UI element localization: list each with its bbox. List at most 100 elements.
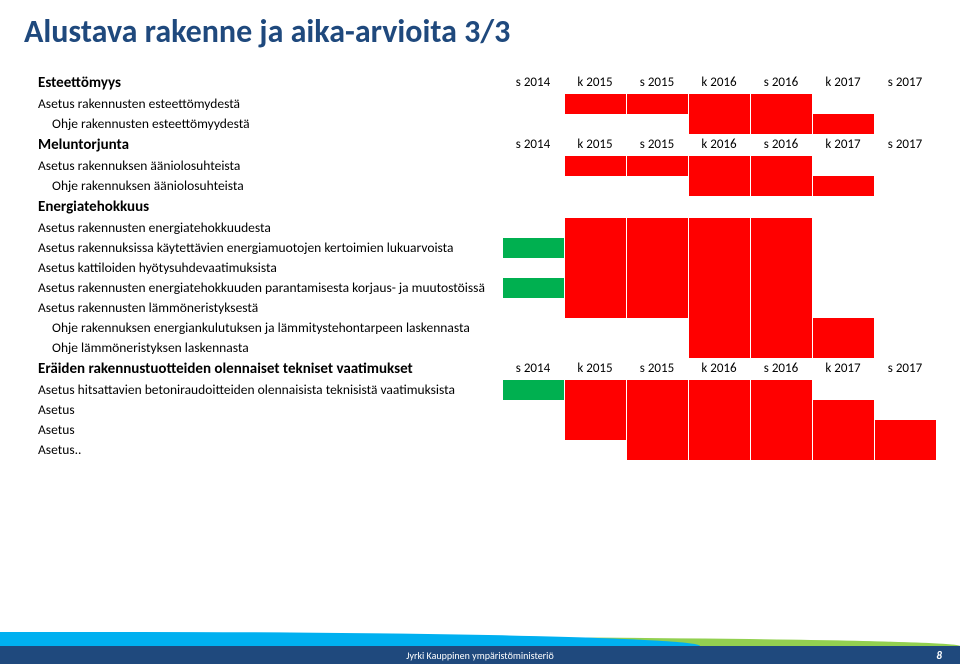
period-label: k 2015 <box>564 72 626 94</box>
gantt-cell <box>750 218 812 238</box>
gantt-cell <box>502 94 564 114</box>
gantt-cell <box>564 400 626 420</box>
period-label: k 2016 <box>688 134 750 156</box>
row-label: Asetus rakennusten esteettömydestä <box>24 94 502 114</box>
section-header: Energiatehokkuus <box>24 196 502 218</box>
gantt-cell <box>874 156 936 176</box>
section-header: Meluntorjunta <box>24 134 502 156</box>
table-row: Asetus rakennusten esteettömydestä <box>24 94 936 114</box>
gantt-cell <box>502 114 564 134</box>
gantt-cell <box>688 318 750 338</box>
gantt-cell <box>626 258 688 278</box>
gantt-cell <box>874 278 936 298</box>
gantt-cell <box>688 238 750 258</box>
row-label: Asetus.. <box>24 440 502 460</box>
gantt-cell <box>626 400 688 420</box>
gantt-cell <box>812 156 874 176</box>
row-label: Ohje rakennusten esteettömyydestä <box>24 114 502 134</box>
gantt-cell <box>688 156 750 176</box>
period-label <box>502 196 564 218</box>
period-label: k 2016 <box>688 72 750 94</box>
gantt-cell <box>564 218 626 238</box>
gantt-cell <box>626 94 688 114</box>
gantt-cell <box>564 298 626 318</box>
schedule-table: Esteettömyyss 2014k 2015s 2015k 2016s 20… <box>24 72 936 460</box>
gantt-cell <box>688 420 750 440</box>
gantt-cell <box>874 380 936 400</box>
period-label: s 2016 <box>750 134 812 156</box>
gantt-cell <box>564 94 626 114</box>
section-header: Esteettömyys <box>24 72 502 94</box>
gantt-cell <box>688 278 750 298</box>
table-row: Asetus rakennusten lämmöneristyksestä <box>24 298 936 318</box>
table-row: Asetus rakennuksissa käytettävien energi… <box>24 238 936 258</box>
gantt-cell <box>688 380 750 400</box>
table-row: Asetus.. <box>24 440 936 460</box>
gantt-cell <box>874 420 936 440</box>
period-label: s 2014 <box>502 134 564 156</box>
content-area: Esteettömyyss 2014k 2015s 2015k 2016s 20… <box>24 72 936 460</box>
gantt-cell <box>502 318 564 338</box>
gantt-cell <box>750 258 812 278</box>
table-row: Asetus rakennusten energiatehokkuuden pa… <box>24 278 936 298</box>
gantt-cell <box>688 440 750 460</box>
gantt-cell <box>688 338 750 358</box>
table-row: Asetus <box>24 400 936 420</box>
period-label <box>750 196 812 218</box>
gantt-cell <box>626 176 688 196</box>
gantt-cell <box>564 440 626 460</box>
gantt-cell <box>750 176 812 196</box>
gantt-cell <box>564 176 626 196</box>
gantt-cell <box>626 278 688 298</box>
gantt-cell <box>564 420 626 440</box>
slide: Alustava rakenne ja aika-arvioita 3/3 Es… <box>0 0 960 664</box>
gantt-cell <box>812 380 874 400</box>
gantt-cell <box>502 156 564 176</box>
table-row: Asetus hitsattavien betoniraudoitteiden … <box>24 380 936 400</box>
gantt-cell <box>564 338 626 358</box>
row-label: Asetus kattiloiden hyötysuhdevaatimuksis… <box>24 258 502 278</box>
gantt-cell <box>874 338 936 358</box>
period-label: s 2016 <box>750 358 812 380</box>
row-label: Asetus rakennuksissa käytettävien energi… <box>24 238 502 258</box>
gantt-cell <box>812 114 874 134</box>
row-label: Asetus hitsattavien betoniraudoitteiden … <box>24 380 502 400</box>
gantt-cell <box>812 298 874 318</box>
gantt-cell <box>688 400 750 420</box>
gantt-cell <box>812 258 874 278</box>
gantt-cell <box>626 218 688 238</box>
gantt-cell <box>688 94 750 114</box>
row-label: Asetus rakennuksen ääniolosuhteista <box>24 156 502 176</box>
gantt-cell <box>564 114 626 134</box>
gantt-cell <box>874 218 936 238</box>
gantt-cell <box>812 94 874 114</box>
gantt-cell <box>874 238 936 258</box>
period-label <box>812 196 874 218</box>
gantt-cell <box>874 94 936 114</box>
gantt-cell <box>502 258 564 278</box>
gantt-cell <box>874 318 936 338</box>
table-row: Asetus kattiloiden hyötysuhdevaatimuksis… <box>24 258 936 278</box>
gantt-cell <box>874 258 936 278</box>
gantt-cell <box>874 400 936 420</box>
section-header-row: Esteettömyyss 2014k 2015s 2015k 2016s 20… <box>24 72 936 94</box>
gantt-cell <box>874 298 936 318</box>
gantt-cell <box>812 318 874 338</box>
period-label: s 2015 <box>626 358 688 380</box>
gantt-cell <box>502 238 564 258</box>
gantt-cell <box>688 218 750 238</box>
row-label: Asetus rakennusten energiatehokkuudesta <box>24 218 502 238</box>
gantt-cell <box>750 156 812 176</box>
gantt-cell <box>502 278 564 298</box>
gantt-cell <box>502 440 564 460</box>
gantt-cell <box>502 420 564 440</box>
gantt-cell <box>688 114 750 134</box>
gantt-cell <box>626 380 688 400</box>
gantt-cell <box>812 420 874 440</box>
table-row: Ohje rakennuksen energiankulutuksen ja l… <box>24 318 936 338</box>
period-label: s 2016 <box>750 72 812 94</box>
period-label <box>688 196 750 218</box>
period-label: k 2016 <box>688 358 750 380</box>
period-label <box>874 196 936 218</box>
period-label: k 2017 <box>812 358 874 380</box>
